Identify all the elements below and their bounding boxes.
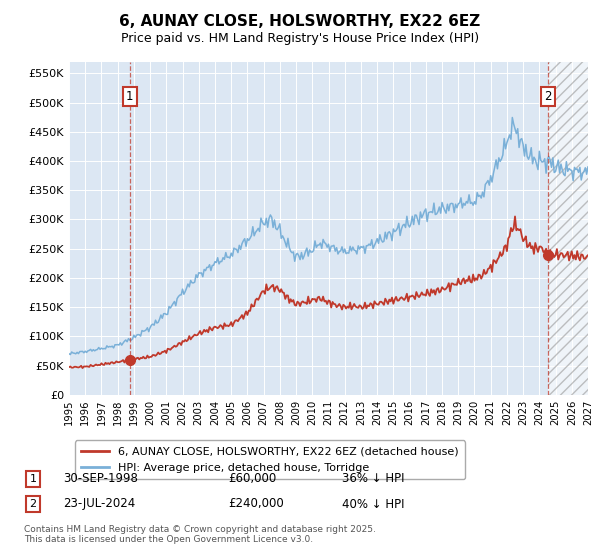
Text: 40% ↓ HPI: 40% ↓ HPI <box>342 497 404 511</box>
Bar <box>548 62 588 395</box>
Text: 2: 2 <box>29 499 37 509</box>
Text: 1: 1 <box>29 474 37 484</box>
Text: £240,000: £240,000 <box>228 497 284 511</box>
Legend: 6, AUNAY CLOSE, HOLSWORTHY, EX22 6EZ (detached house), HPI: Average price, detac: 6, AUNAY CLOSE, HOLSWORTHY, EX22 6EZ (de… <box>74 440 465 479</box>
Text: 23-JUL-2024: 23-JUL-2024 <box>63 497 135 511</box>
Text: 1: 1 <box>126 90 134 103</box>
Text: 36% ↓ HPI: 36% ↓ HPI <box>342 472 404 486</box>
Bar <box>548 62 588 395</box>
Text: Price paid vs. HM Land Registry's House Price Index (HPI): Price paid vs. HM Land Registry's House … <box>121 32 479 45</box>
Text: 6, AUNAY CLOSE, HOLSWORTHY, EX22 6EZ: 6, AUNAY CLOSE, HOLSWORTHY, EX22 6EZ <box>119 14 481 29</box>
Text: £60,000: £60,000 <box>228 472 276 486</box>
Text: 30-SEP-1998: 30-SEP-1998 <box>63 472 138 486</box>
Text: 2: 2 <box>545 90 552 103</box>
Text: Contains HM Land Registry data © Crown copyright and database right 2025.
This d: Contains HM Land Registry data © Crown c… <box>24 525 376 544</box>
